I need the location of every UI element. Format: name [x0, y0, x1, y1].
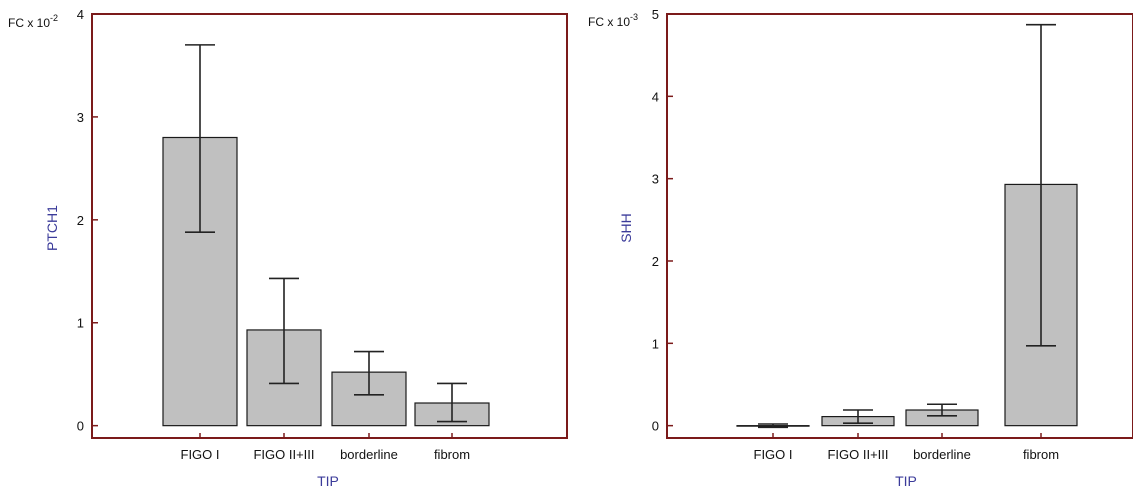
y-tick-label: 5 [652, 7, 659, 22]
y-tick-label: 4 [77, 7, 84, 22]
error-bar [1026, 23, 1056, 347]
chart-ptch1: 0 1 2 3 4 FIGO I FIGO II+III borderline fibrom FC… [8, 7, 568, 489]
y-tick-label: 4 [652, 89, 659, 104]
x-axis-title: TIP [317, 473, 339, 489]
category-label: FIGO II+III [253, 447, 314, 462]
y-tick-label: 3 [77, 110, 84, 125]
category-label: fibrom [1023, 447, 1059, 462]
error-bar [269, 277, 299, 385]
category-label: FIGO II+III [827, 447, 888, 462]
plot-frame [91, 13, 568, 439]
y-axis-title: PTCH1 [44, 205, 60, 251]
error-bar [927, 403, 957, 417]
y-tick-label: 0 [77, 419, 84, 434]
y-tick-label: 3 [652, 172, 659, 187]
category-label: FIGO I [754, 447, 793, 462]
category-label: fibrom [434, 447, 470, 462]
category-label: borderline [340, 447, 398, 462]
scale-label: FC x 10-2 [8, 13, 58, 30]
error-bar [185, 44, 215, 233]
y-tick-label: 2 [652, 254, 659, 269]
y-tick-label: 1 [652, 336, 659, 351]
category-label: borderline [913, 447, 971, 462]
error-bar [758, 423, 788, 429]
scale-label: FC x 10-3 [588, 12, 638, 29]
y-tick-label: 2 [77, 213, 84, 228]
y-axis-title: SHH [618, 213, 634, 243]
chart-shh: 0 1 2 3 4 5 FIGO I FIGO II+III borderline fibrom F… [588, 7, 1133, 489]
y-tick-label: 0 [652, 419, 659, 434]
x-axis-title: TIP [895, 473, 917, 489]
plot-frame [666, 13, 1133, 439]
error-bar [843, 409, 873, 424]
y-tick-label: 1 [77, 316, 84, 331]
error-bar [437, 382, 467, 423]
error-bar [354, 350, 384, 396]
category-label: FIGO I [181, 447, 220, 462]
